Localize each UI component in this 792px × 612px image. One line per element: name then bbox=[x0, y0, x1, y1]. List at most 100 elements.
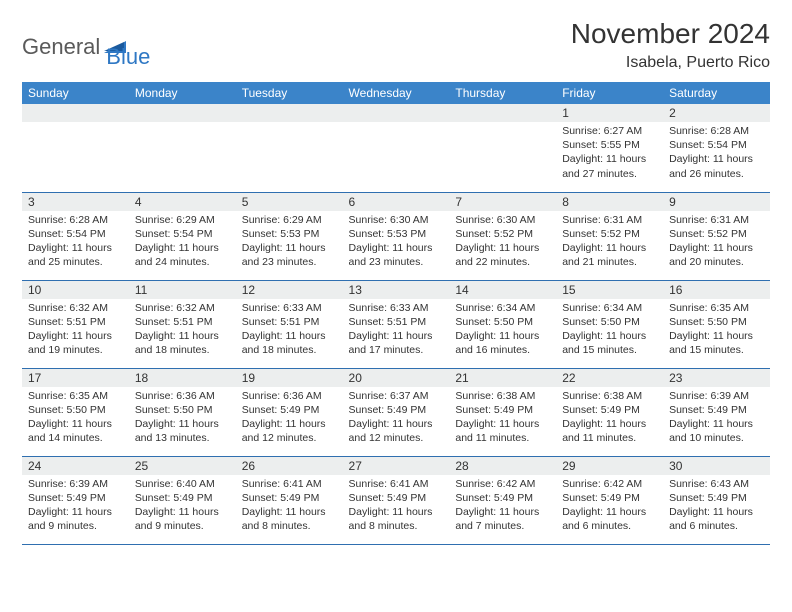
day-details: Sunrise: 6:39 AMSunset: 5:49 PMDaylight:… bbox=[22, 475, 129, 538]
calendar-cell: 4Sunrise: 6:29 AMSunset: 5:54 PMDaylight… bbox=[129, 192, 236, 280]
day-detail-line: Daylight: 11 hours bbox=[28, 417, 123, 431]
title-block: November 2024 Isabela, Puerto Rico bbox=[571, 18, 770, 72]
calendar-week-row: 3Sunrise: 6:28 AMSunset: 5:54 PMDaylight… bbox=[22, 192, 770, 280]
day-detail-line: Sunrise: 6:40 AM bbox=[135, 477, 230, 491]
day-detail-line: and 23 minutes. bbox=[349, 255, 444, 269]
day-detail-line: and 16 minutes. bbox=[455, 343, 550, 357]
day-detail-line: and 12 minutes. bbox=[242, 431, 337, 445]
calendar-cell: 25Sunrise: 6:40 AMSunset: 5:49 PMDayligh… bbox=[129, 456, 236, 544]
day-detail-line: Sunset: 5:52 PM bbox=[562, 227, 657, 241]
day-number: 11 bbox=[129, 281, 236, 299]
day-detail-line: Sunrise: 6:35 AM bbox=[28, 389, 123, 403]
day-detail-line: and 6 minutes. bbox=[669, 519, 764, 533]
day-detail-line: Daylight: 11 hours bbox=[242, 329, 337, 343]
day-detail-line: Daylight: 11 hours bbox=[669, 329, 764, 343]
day-detail-line: Sunset: 5:51 PM bbox=[349, 315, 444, 329]
day-details: Sunrise: 6:43 AMSunset: 5:49 PMDaylight:… bbox=[663, 475, 770, 538]
day-detail-line: Daylight: 11 hours bbox=[349, 329, 444, 343]
day-detail-line: and 27 minutes. bbox=[562, 167, 657, 181]
weekday-header: Wednesday bbox=[343, 82, 450, 104]
day-details: Sunrise: 6:30 AMSunset: 5:52 PMDaylight:… bbox=[449, 211, 556, 274]
day-number: 22 bbox=[556, 369, 663, 387]
day-detail-line: Daylight: 11 hours bbox=[669, 241, 764, 255]
calendar-cell: 7Sunrise: 6:30 AMSunset: 5:52 PMDaylight… bbox=[449, 192, 556, 280]
day-detail-line: Daylight: 11 hours bbox=[135, 505, 230, 519]
calendar-cell: 22Sunrise: 6:38 AMSunset: 5:49 PMDayligh… bbox=[556, 368, 663, 456]
day-detail-line: Daylight: 11 hours bbox=[455, 505, 550, 519]
day-detail-line: and 15 minutes. bbox=[562, 343, 657, 357]
day-detail-line: Daylight: 11 hours bbox=[349, 241, 444, 255]
day-details: Sunrise: 6:38 AMSunset: 5:49 PMDaylight:… bbox=[449, 387, 556, 450]
day-number: 25 bbox=[129, 457, 236, 475]
day-detail-line: and 18 minutes. bbox=[135, 343, 230, 357]
calendar-cell: 8Sunrise: 6:31 AMSunset: 5:52 PMDaylight… bbox=[556, 192, 663, 280]
day-detail-line: Daylight: 11 hours bbox=[349, 417, 444, 431]
day-detail-line: Sunset: 5:53 PM bbox=[349, 227, 444, 241]
day-details: Sunrise: 6:37 AMSunset: 5:49 PMDaylight:… bbox=[343, 387, 450, 450]
calendar-cell bbox=[22, 104, 129, 192]
day-detail-line: Sunset: 5:53 PM bbox=[242, 227, 337, 241]
day-details: Sunrise: 6:34 AMSunset: 5:50 PMDaylight:… bbox=[556, 299, 663, 362]
day-number: 2 bbox=[663, 104, 770, 122]
day-detail-line: Daylight: 11 hours bbox=[349, 505, 444, 519]
day-details: Sunrise: 6:39 AMSunset: 5:49 PMDaylight:… bbox=[663, 387, 770, 450]
calendar-week-row: 10Sunrise: 6:32 AMSunset: 5:51 PMDayligh… bbox=[22, 280, 770, 368]
calendar-cell: 27 Sunrise: 6:41 AMSunset: 5:49 PMDayligh… bbox=[343, 456, 450, 544]
day-number: 8 bbox=[556, 193, 663, 211]
calendar-cell: 2Sunrise: 6:28 AMSunset: 5:54 PMDaylight… bbox=[663, 104, 770, 192]
day-detail-line: Sunrise: 6:36 AM bbox=[242, 389, 337, 403]
day-detail-line: Sunset: 5:49 PM bbox=[349, 403, 444, 417]
day-detail-line: and 20 minutes. bbox=[669, 255, 764, 269]
calendar-cell: 30Sunrise: 6:43 AMSunset: 5:49 PMDayligh… bbox=[663, 456, 770, 544]
day-detail-line: Sunset: 5:49 PM bbox=[349, 491, 444, 505]
day-detail-line: Sunrise: 6:31 AM bbox=[669, 213, 764, 227]
day-detail-line: Sunset: 5:49 PM bbox=[242, 491, 337, 505]
day-detail-line: Sunrise: 6:37 AM bbox=[349, 389, 444, 403]
day-detail-line: Sunrise: 6:36 AM bbox=[135, 389, 230, 403]
day-detail-line: and 15 minutes. bbox=[669, 343, 764, 357]
calendar-cell: 3Sunrise: 6:28 AMSunset: 5:54 PMDaylight… bbox=[22, 192, 129, 280]
day-detail-line: Sunset: 5:49 PM bbox=[669, 491, 764, 505]
day-number: 19 bbox=[236, 369, 343, 387]
day-detail-line: and 17 minutes. bbox=[349, 343, 444, 357]
day-detail-line: Daylight: 11 hours bbox=[135, 417, 230, 431]
day-detail-line: and 23 minutes. bbox=[242, 255, 337, 269]
day-number: 1 bbox=[556, 104, 663, 122]
day-detail-line: Sunrise: 6:31 AM bbox=[562, 213, 657, 227]
day-detail-line: Sunset: 5:49 PM bbox=[455, 403, 550, 417]
logo: General Blue bbox=[22, 18, 150, 70]
calendar-cell: 26Sunrise: 6:41 AMSunset: 5:49 PMDayligh… bbox=[236, 456, 343, 544]
day-details: Sunrise: 6:32 AMSunset: 5:51 PMDaylight:… bbox=[22, 299, 129, 362]
day-detail-line: Daylight: 11 hours bbox=[669, 152, 764, 166]
day-detail-line: Daylight: 11 hours bbox=[455, 417, 550, 431]
day-detail-line: and 8 minutes. bbox=[349, 519, 444, 533]
day-number: 20 bbox=[343, 369, 450, 387]
day-number: 14 bbox=[449, 281, 556, 299]
day-detail-line: and 14 minutes. bbox=[28, 431, 123, 445]
day-detail-line: Sunrise: 6:41 AM bbox=[242, 477, 337, 491]
day-details: Sunrise: 6:29 AMSunset: 5:54 PMDaylight:… bbox=[129, 211, 236, 274]
day-number: 9 bbox=[663, 193, 770, 211]
day-detail-line: Sunrise: 6:34 AM bbox=[455, 301, 550, 315]
calendar-cell: 10Sunrise: 6:32 AMSunset: 5:51 PMDayligh… bbox=[22, 280, 129, 368]
day-detail-line: Sunrise: 6:42 AM bbox=[455, 477, 550, 491]
calendar-cell bbox=[129, 104, 236, 192]
day-detail-line: and 19 minutes. bbox=[28, 343, 123, 357]
weekday-header: Thursday bbox=[449, 82, 556, 104]
calendar-cell bbox=[236, 104, 343, 192]
day-detail-line: Daylight: 11 hours bbox=[562, 152, 657, 166]
day-details: Sunrise: 6:42 AMSunset: 5:49 PMDaylight:… bbox=[556, 475, 663, 538]
day-detail-line: Sunrise: 6:32 AM bbox=[135, 301, 230, 315]
day-details: Sunrise: 6:33 AMSunset: 5:51 PMDaylight:… bbox=[343, 299, 450, 362]
day-detail-line: Sunrise: 6:41 AM bbox=[349, 477, 444, 491]
day-detail-line: Sunset: 5:51 PM bbox=[28, 315, 123, 329]
day-number: 27 bbox=[343, 457, 450, 475]
calendar-cell: 13Sunrise: 6:33 AMSunset: 5:51 PMDayligh… bbox=[343, 280, 450, 368]
day-detail-line: Sunrise: 6:29 AM bbox=[242, 213, 337, 227]
calendar-cell: 5Sunrise: 6:29 AMSunset: 5:53 PMDaylight… bbox=[236, 192, 343, 280]
day-number: 12 bbox=[236, 281, 343, 299]
day-detail-line: Sunset: 5:50 PM bbox=[455, 315, 550, 329]
day-details: Sunrise: 6:35 AMSunset: 5:50 PMDaylight:… bbox=[22, 387, 129, 450]
day-detail-line: Sunset: 5:54 PM bbox=[135, 227, 230, 241]
day-details: Sunrise: 6:28 AMSunset: 5:54 PMDaylight:… bbox=[663, 122, 770, 185]
